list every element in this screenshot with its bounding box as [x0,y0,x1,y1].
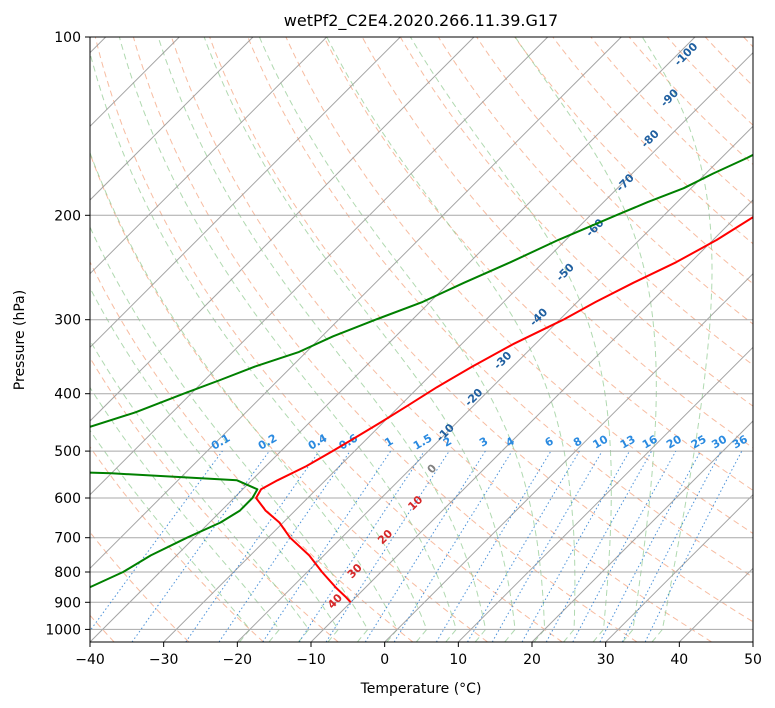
mixing-ratio-line [491,450,603,642]
y-axis-label: Pressure (hPa) [12,290,28,390]
mixing-ratio-line [572,450,677,642]
mixing-ratio-line [325,450,450,642]
dry-adiabat-line [90,446,264,642]
y-tick-label: 900 [54,595,81,611]
mixing-ratio-line [364,450,486,642]
isotherm-line [90,37,401,349]
y-tick-label: 400 [54,387,81,403]
dry-adiabat-line [94,37,563,642]
moist-adiabat-line [326,37,576,642]
dry-adiabat-line [628,37,753,166]
chart-title: wetPf2_C2E4.2020.266.11.39.G17 [284,11,558,31]
mixing-ratio-line [131,450,270,642]
isotherm-line [236,125,753,642]
moist-adiabat-line [118,37,457,642]
moist-adiabat-line [90,339,310,642]
isotherm-line [90,37,328,275]
series-layer [90,153,753,603]
plot-frame [89,36,754,643]
moist-adiabat-line [258,37,546,642]
moist-adiabat-line [203,37,516,642]
moist-adiabat-line [514,37,657,642]
mixing-ratio-line [90,450,223,632]
plot-area: 0.1 0.2 0.4 0.6 1 1.5 2 3 4 6 8 10 13 16 20 25 30 36-100-… [90,37,753,642]
grid-layer: 0.1 0.2 0.4 0.6 1 1.5 2 3 4 6 8 10 13 16 20 25 30 36-100-… [90,37,753,642]
mixing-ratio-line [467,450,580,642]
x-axis: −40 −30 −20 −10 0 10 20 30 40 50 [75,642,762,668]
y-tick-label: 800 [54,565,81,581]
dry-adiabat-line [132,37,638,642]
moist-adiabat-line [157,37,487,642]
mixing-ratio-line [435,450,552,642]
x-tick-label: 0 [380,652,389,668]
temperature-profile-line [255,216,753,603]
y-tick-label: 700 [54,531,81,547]
mixing-ratio-line [185,450,320,642]
mixing-ratio-line [218,450,351,642]
isotherm-line [310,199,753,642]
mixing-ratio-line [393,450,513,642]
dry-adiabat-line [514,37,753,285]
dry-adiabat-line [399,37,753,407]
isotherm-line [384,272,753,642]
moist-adiabat-line [90,286,339,642]
x-tick-label: 50 [744,652,762,668]
dry-adiabat-line [476,37,753,325]
x-tick-label: 40 [670,652,688,668]
isotherm-line [90,37,254,201]
y-tick-label: 600 [54,491,81,507]
mixing-ratio-line [521,450,630,642]
x-tick-label: −10 [296,652,326,668]
x-axis-label: Temperature (°C) [360,681,482,697]
dry-adiabat-line [323,37,753,491]
dry-adiabat-line [247,37,753,578]
x-tick-label: −20 [223,652,253,668]
isotherm-line [457,346,753,642]
isotherm-line [90,37,549,496]
isotherm-line [90,37,622,570]
x-tick-label: −30 [149,652,179,668]
y-axis: 100 200 300 400 500 600 700 800 900 1000 [45,30,90,638]
y-tick-label: 300 [54,313,81,329]
moist-adiabat-line [90,50,428,642]
moist-adiabat-line [409,37,612,642]
x-tick-label: 30 [597,652,615,668]
y-tick-label: 200 [54,208,81,224]
moist-adiabat-line [641,37,713,642]
isotherm-line [605,493,753,642]
isotherm-line [90,37,475,422]
moist-adiabat-line [90,386,281,642]
y-tick-label: 1000 [45,622,81,638]
x-tick-label: −40 [75,652,105,668]
y-tick-label: 500 [54,444,81,460]
isotherm-line [531,420,753,642]
dewpoint-profile-line [90,153,753,589]
x-tick-label: 10 [449,652,467,668]
moist-adiabat-line [90,151,398,642]
isotherm-line [90,37,696,642]
y-tick-label: 100 [54,30,81,46]
x-tick-label: 20 [523,652,541,668]
mixing-ratio-line [545,450,653,642]
moist-adiabat-line [90,429,251,642]
dry-adiabat-line [90,260,414,642]
isotherm-line [163,51,753,642]
dry-adiabat-line [209,37,753,623]
